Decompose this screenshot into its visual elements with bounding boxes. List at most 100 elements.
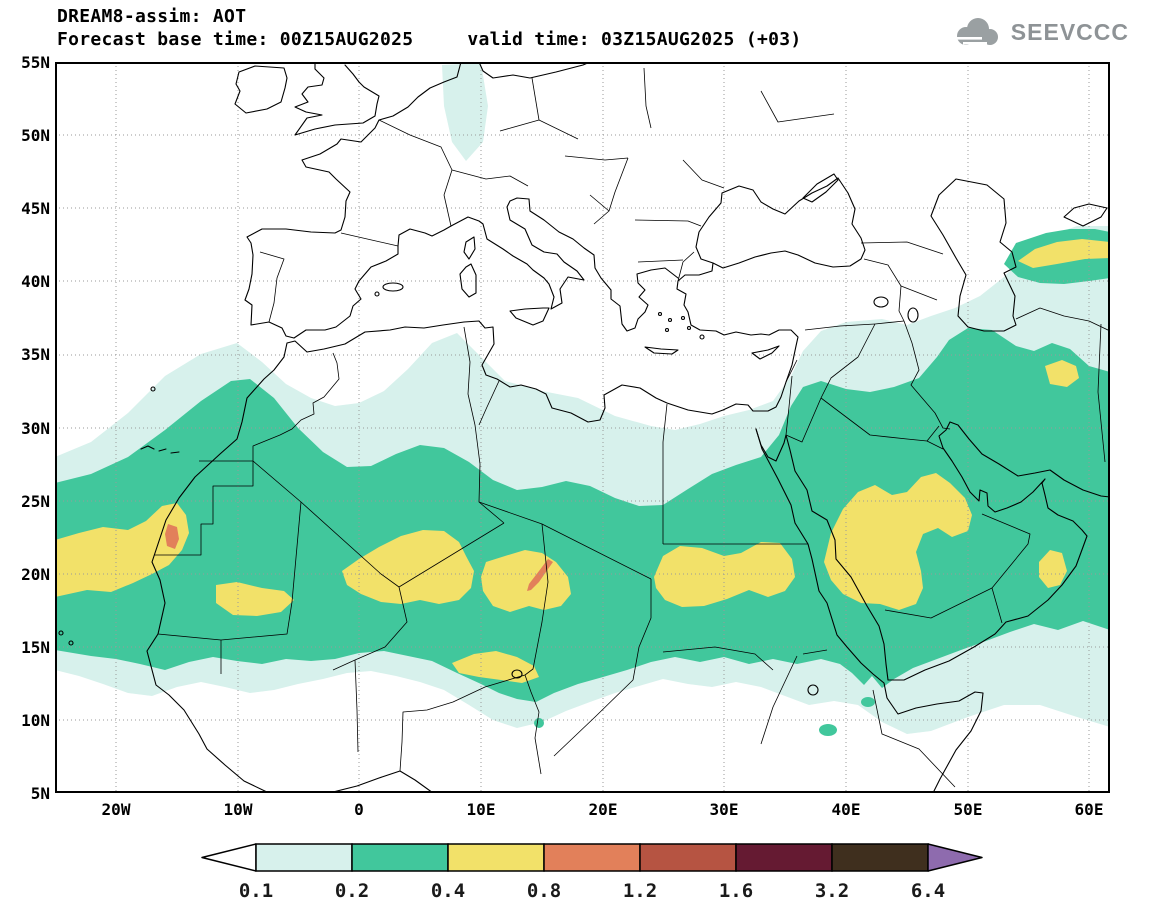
borders-path xyxy=(926,425,940,442)
coastlines-path xyxy=(293,225,452,339)
colorbar-label: 0.2 xyxy=(335,880,369,902)
lat-tick-label: 40N xyxy=(21,272,50,292)
borders-path xyxy=(399,674,526,772)
colorbar-box xyxy=(255,843,353,872)
lat-tick-label: 5N xyxy=(30,784,50,803)
coastlines-path xyxy=(328,770,434,794)
borders-path xyxy=(553,679,634,757)
coastlines-path xyxy=(68,640,74,646)
borders-path xyxy=(478,380,500,426)
coastlines-path xyxy=(146,262,799,794)
seevccc-logo: SEEVCCC xyxy=(948,16,1129,48)
borders-path xyxy=(378,119,453,196)
borders-path xyxy=(499,119,579,140)
lon-tick-label: 10E xyxy=(466,800,496,819)
borders-path xyxy=(474,424,505,524)
colorbar-box xyxy=(543,843,641,872)
coastlines-path xyxy=(664,327,670,333)
borders-path xyxy=(903,320,951,430)
borders-path xyxy=(643,67,652,129)
aot-band-01-path xyxy=(442,63,488,161)
coastlines-path xyxy=(644,346,679,355)
borders-path xyxy=(662,646,774,671)
borders-path xyxy=(157,501,302,641)
borders-path xyxy=(354,659,359,753)
aot-contours-layer xyxy=(55,63,1110,736)
coastlines-path xyxy=(680,315,686,321)
borders-path xyxy=(785,397,822,443)
lat-tick-label: 50N xyxy=(21,126,50,146)
borders-path xyxy=(632,579,652,681)
aot-band-04-path xyxy=(824,473,972,610)
borders-path xyxy=(252,352,340,461)
borders-path xyxy=(785,375,793,436)
coastlines-path xyxy=(374,291,380,297)
colorbar-label: 1.2 xyxy=(623,880,657,902)
colorbar-label: 0.8 xyxy=(527,880,561,902)
lat-tick-label: 20N xyxy=(21,564,50,584)
coastlines-path xyxy=(58,630,64,636)
borders-path xyxy=(340,232,399,247)
cloud-icon xyxy=(955,18,998,45)
coastlines-path xyxy=(528,198,679,332)
coastlines-path xyxy=(667,317,673,323)
coastlines-path xyxy=(873,296,889,308)
borders-layer xyxy=(154,67,1111,788)
aot-band-02-path xyxy=(534,718,544,728)
page-title: DREAM8-assim: AOT xyxy=(57,6,247,27)
borders-path xyxy=(634,219,702,227)
coastlines-path xyxy=(907,307,919,323)
coastlines-path xyxy=(140,445,180,454)
coastlines-path xyxy=(930,178,1017,332)
borders-path xyxy=(874,320,905,325)
borders-path xyxy=(785,359,798,383)
coastlines-path xyxy=(695,177,866,269)
coastlines-path xyxy=(1063,203,1108,227)
lon-tick-label: 40E xyxy=(831,800,861,819)
lon-tick-label: 20W xyxy=(101,800,131,819)
forecast-base-time: Forecast base time: 00Z15AUG2025 xyxy=(57,29,414,50)
lon-tick-label: 60E xyxy=(1074,800,1104,819)
borders-path xyxy=(760,90,835,123)
borders-path xyxy=(463,326,476,426)
aot-band-04-path xyxy=(1045,360,1079,387)
borders-path xyxy=(398,522,505,588)
aot-band-04-path xyxy=(1018,239,1110,268)
colorbar-label: 1.6 xyxy=(719,880,753,902)
aot-band-04-path xyxy=(1039,550,1067,588)
aot-band-02-path xyxy=(55,328,1110,702)
colorbar-right-arrow xyxy=(927,843,983,872)
colorbar-label: 0.1 xyxy=(239,880,273,902)
colorbar-left-arrow xyxy=(201,843,257,872)
borders-path xyxy=(154,461,254,556)
coastlines-path xyxy=(755,421,1111,681)
valid-time: valid time: 03Z15AUG2025 (+03) xyxy=(467,29,802,50)
legend: 0.1 0.2 0.4 0.8 1.2 1.6 3.2 6.4 xyxy=(200,841,984,905)
borders-path xyxy=(863,258,905,322)
borders-path xyxy=(872,689,956,788)
borders-path xyxy=(252,460,400,588)
borders-path xyxy=(259,251,285,323)
lat-tick-label: 15N xyxy=(21,637,50,657)
aot-band-04-path xyxy=(452,651,539,683)
coastlines-path xyxy=(463,236,476,260)
coastlines-path xyxy=(382,282,404,292)
borders-path xyxy=(443,194,452,227)
aot-band-02-path xyxy=(861,697,875,707)
forecast-time-line: Forecast base time: 00Z15AUG2025 valid t… xyxy=(57,29,802,50)
lon-tick-label: 10W xyxy=(223,800,253,819)
borders-path xyxy=(531,77,540,121)
coastlines-path xyxy=(150,386,156,392)
aot-band-01-path xyxy=(882,704,906,718)
borders-path xyxy=(332,586,408,671)
borders-path xyxy=(1015,307,1111,332)
coastlines-path xyxy=(234,65,288,114)
colorbar-label: 3.2 xyxy=(815,880,849,902)
logo-text: SEEVCCC xyxy=(1010,18,1129,45)
borders-path xyxy=(564,155,629,161)
borders-path xyxy=(677,251,695,282)
map-svg xyxy=(55,61,1111,794)
coastlines-path xyxy=(244,61,462,339)
lat-tick-label: 45N xyxy=(21,199,50,219)
coastlines-layer xyxy=(58,61,1111,794)
